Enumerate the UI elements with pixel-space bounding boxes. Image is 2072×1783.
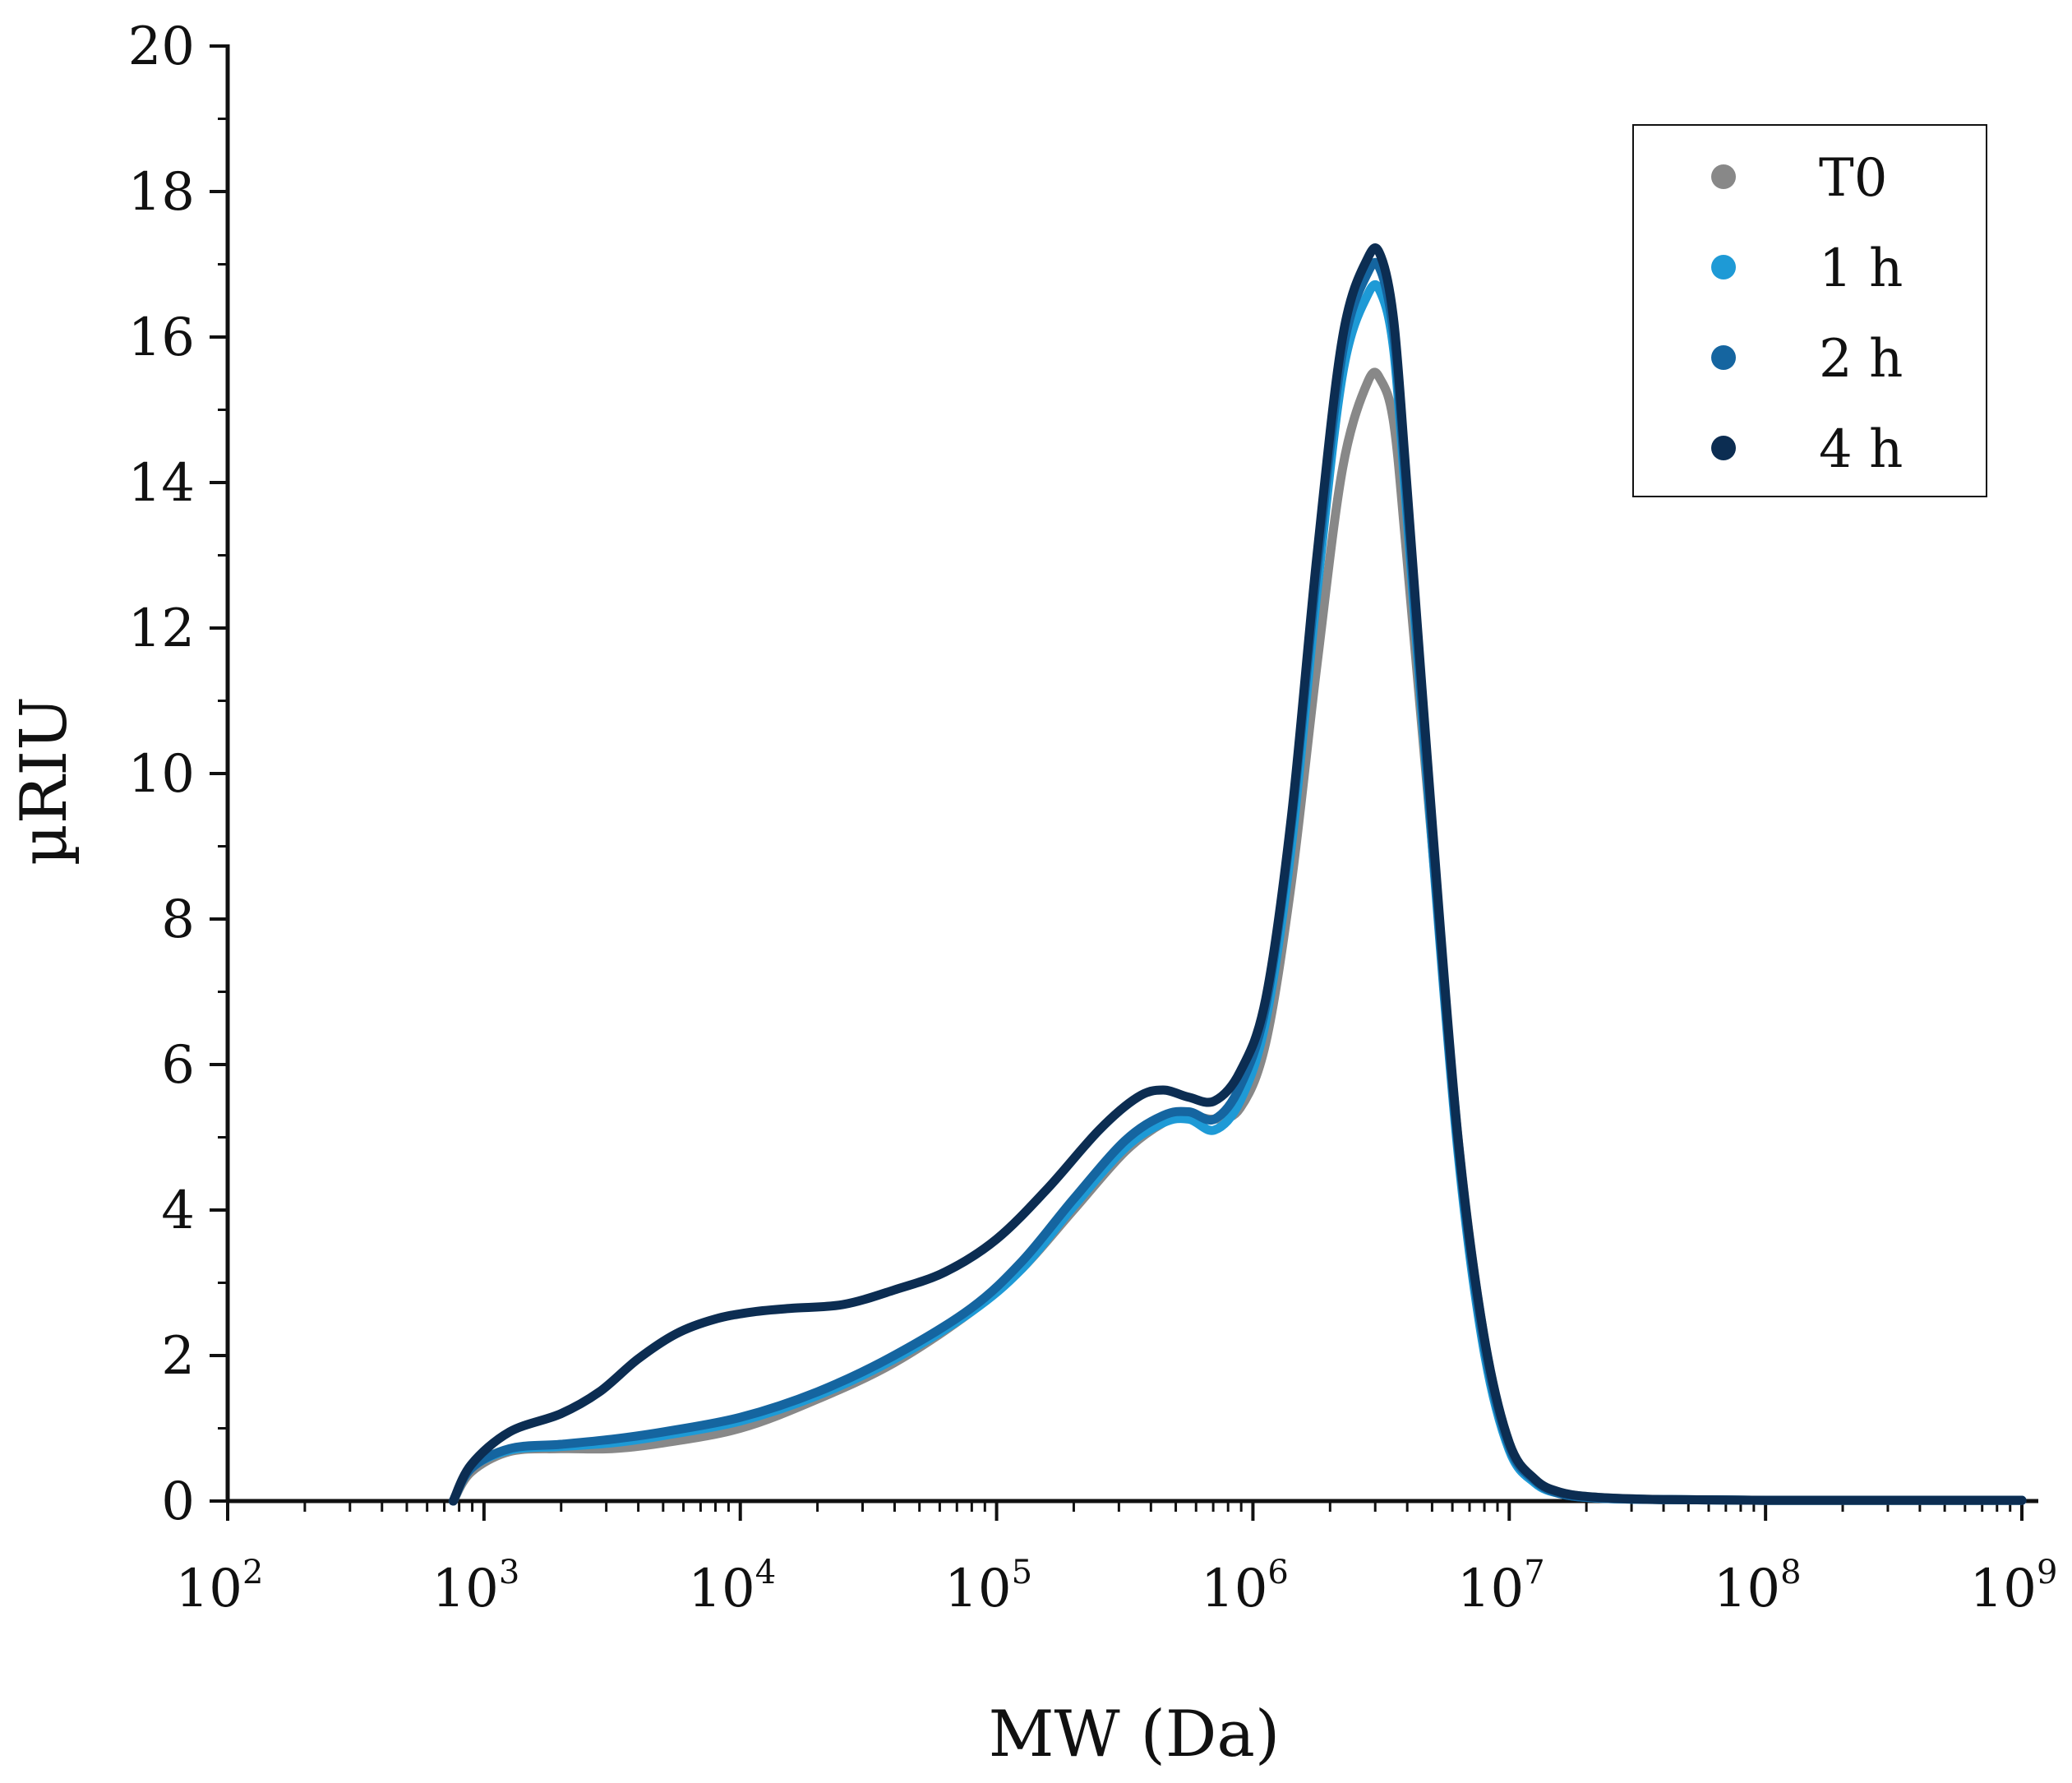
x-tick-label: 105: [944, 1554, 1032, 1619]
x-axis-title: MW (Da): [989, 1698, 1281, 1771]
y-tick-label: 20: [128, 16, 195, 77]
x-tick-label: 107: [1457, 1554, 1545, 1619]
x-tick-label: 104: [688, 1554, 776, 1619]
legend-marker-2: [1711, 345, 1736, 370]
y-tick-label: 6: [161, 1035, 195, 1096]
y-tick-label: 8: [161, 889, 195, 950]
legend-label-3: 4 h: [1819, 419, 1903, 480]
x-tick-label: 106: [1201, 1554, 1289, 1619]
legend-marker-0: [1711, 164, 1736, 189]
x-tick-label: 108: [1714, 1554, 1802, 1619]
legend-marker-1: [1711, 255, 1736, 279]
y-tick-label: 0: [161, 1471, 195, 1532]
y-tick-label: 10: [128, 744, 195, 805]
y-tick-label: 14: [128, 453, 195, 514]
axes: 0 2 4 6 8 10 12 14 16 18 20 102 103 104 105 106 107 108 10…: [128, 16, 2058, 1619]
y-tick-label: 12: [128, 598, 195, 659]
x-tick-label: 109: [1970, 1554, 2058, 1619]
y-tick-label: 2: [161, 1326, 195, 1387]
x-tick-label: 103: [431, 1554, 519, 1619]
legend-label-1: 1 h: [1819, 238, 1903, 299]
y-tick-label: 18: [128, 162, 195, 223]
y-tick-label: 4: [161, 1180, 195, 1241]
legend: T0 1 h 2 h 4 h: [1632, 124, 1987, 497]
series-layer: [448, 243, 2027, 1506]
legend-box: [1632, 124, 1987, 497]
y-tick-label: 16: [128, 307, 195, 368]
series-line-3: [448, 243, 2027, 1506]
legend-label-0: T0: [1819, 148, 1887, 209]
x-tick-label: 102: [176, 1554, 264, 1619]
legend-label-2: 2 h: [1819, 329, 1903, 390]
y-axis-title: µRIU: [7, 696, 81, 866]
legend-marker-3: [1711, 436, 1736, 460]
